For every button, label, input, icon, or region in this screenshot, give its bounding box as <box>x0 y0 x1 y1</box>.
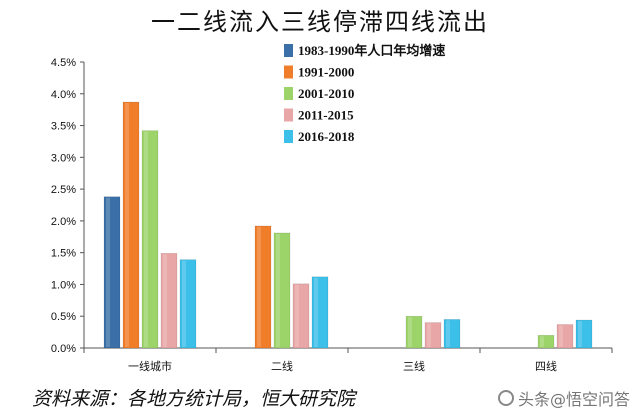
bar-highlight <box>540 336 544 347</box>
bar <box>292 283 310 349</box>
bar-highlight <box>578 321 582 347</box>
legend-swatch <box>284 108 293 122</box>
y-tick-label: 0.0% <box>51 343 76 355</box>
bar-highlight <box>559 325 563 347</box>
watermark-text: 头条@悟空问答 <box>517 390 630 409</box>
bar-chart: 0.0% 0.5% 1.0% 1.5% 2.0% 2.5% 3.0% 3.5% 4.0% 4.5%… <box>51 43 613 373</box>
y-tick-label: 3.5% <box>51 121 76 133</box>
y-tick-label: 3.0% <box>51 152 76 164</box>
bar-highlight <box>295 284 299 347</box>
bar <box>424 322 442 349</box>
bar-highlight <box>257 226 261 347</box>
bar-highlight <box>427 323 431 347</box>
bar-highlight <box>182 260 186 347</box>
bar-highlight <box>125 103 129 347</box>
bar-highlight <box>408 317 412 347</box>
bar <box>443 319 461 349</box>
bar-highlight <box>144 131 148 347</box>
legend-swatch <box>284 130 293 143</box>
x-tick-label: 三线 <box>403 359 425 373</box>
bar <box>311 276 329 349</box>
legend: 1983-1990年人口年均增速 1991-2000 2001-2010 2011-2… <box>284 43 445 144</box>
y-axis: 0.0% 0.5% 1.0% 1.5% 2.0% 2.5% 3.0% 3.5% 4.0% 4.5% <box>51 57 85 355</box>
y-tick-label: 2.0% <box>51 216 76 228</box>
legend-label: 2016-2018 <box>298 129 355 144</box>
bar <box>273 232 291 349</box>
bar-highlight <box>314 277 318 347</box>
bar <box>179 259 197 349</box>
x-tick-label: 一线城市 <box>128 359 172 373</box>
y-tick-label: 1.0% <box>51 279 76 291</box>
legend-swatch <box>284 87 293 100</box>
x-axis: 一线城市 二线 三线 四线 <box>83 347 613 373</box>
y-tick-label: 4.5% <box>51 57 76 69</box>
source-note: 资料来源：各地方统计局，恒大研究院 <box>32 388 356 410</box>
legend-label: 1991-2000 <box>298 65 354 80</box>
y-tick-label: 4.0% <box>51 89 76 101</box>
bar <box>103 196 121 349</box>
bar <box>160 253 178 349</box>
bar-highlight <box>446 320 450 347</box>
x-tick-label: 二线 <box>271 359 293 373</box>
watermark-logo-icon <box>497 390 514 406</box>
bar <box>122 101 140 349</box>
bar <box>556 324 574 349</box>
legend-swatch <box>284 65 293 79</box>
bar <box>575 319 593 349</box>
chart-title: 一二线流入三线停滞四线流出 <box>151 8 489 36</box>
bar-highlight <box>163 254 167 347</box>
x-tick-label: 四线 <box>535 359 557 373</box>
y-tick-label: 0.5% <box>51 311 76 323</box>
bars-group <box>103 101 593 349</box>
bar <box>537 334 555 349</box>
bar-highlight <box>106 197 110 347</box>
y-tick-label: 1.5% <box>51 248 76 260</box>
legend-swatch <box>284 44 293 57</box>
bar-highlight <box>276 233 280 347</box>
legend-label: 2011-2015 <box>298 108 354 123</box>
legend-label: 2001-2010 <box>298 86 354 101</box>
watermark: 头条@悟空问答 <box>497 386 630 410</box>
legend-label: 1983-1990年人口年均增速 <box>298 43 445 58</box>
bar <box>254 225 272 349</box>
bar <box>141 130 159 349</box>
y-tick-label: 2.5% <box>51 184 76 196</box>
bar <box>405 315 423 349</box>
